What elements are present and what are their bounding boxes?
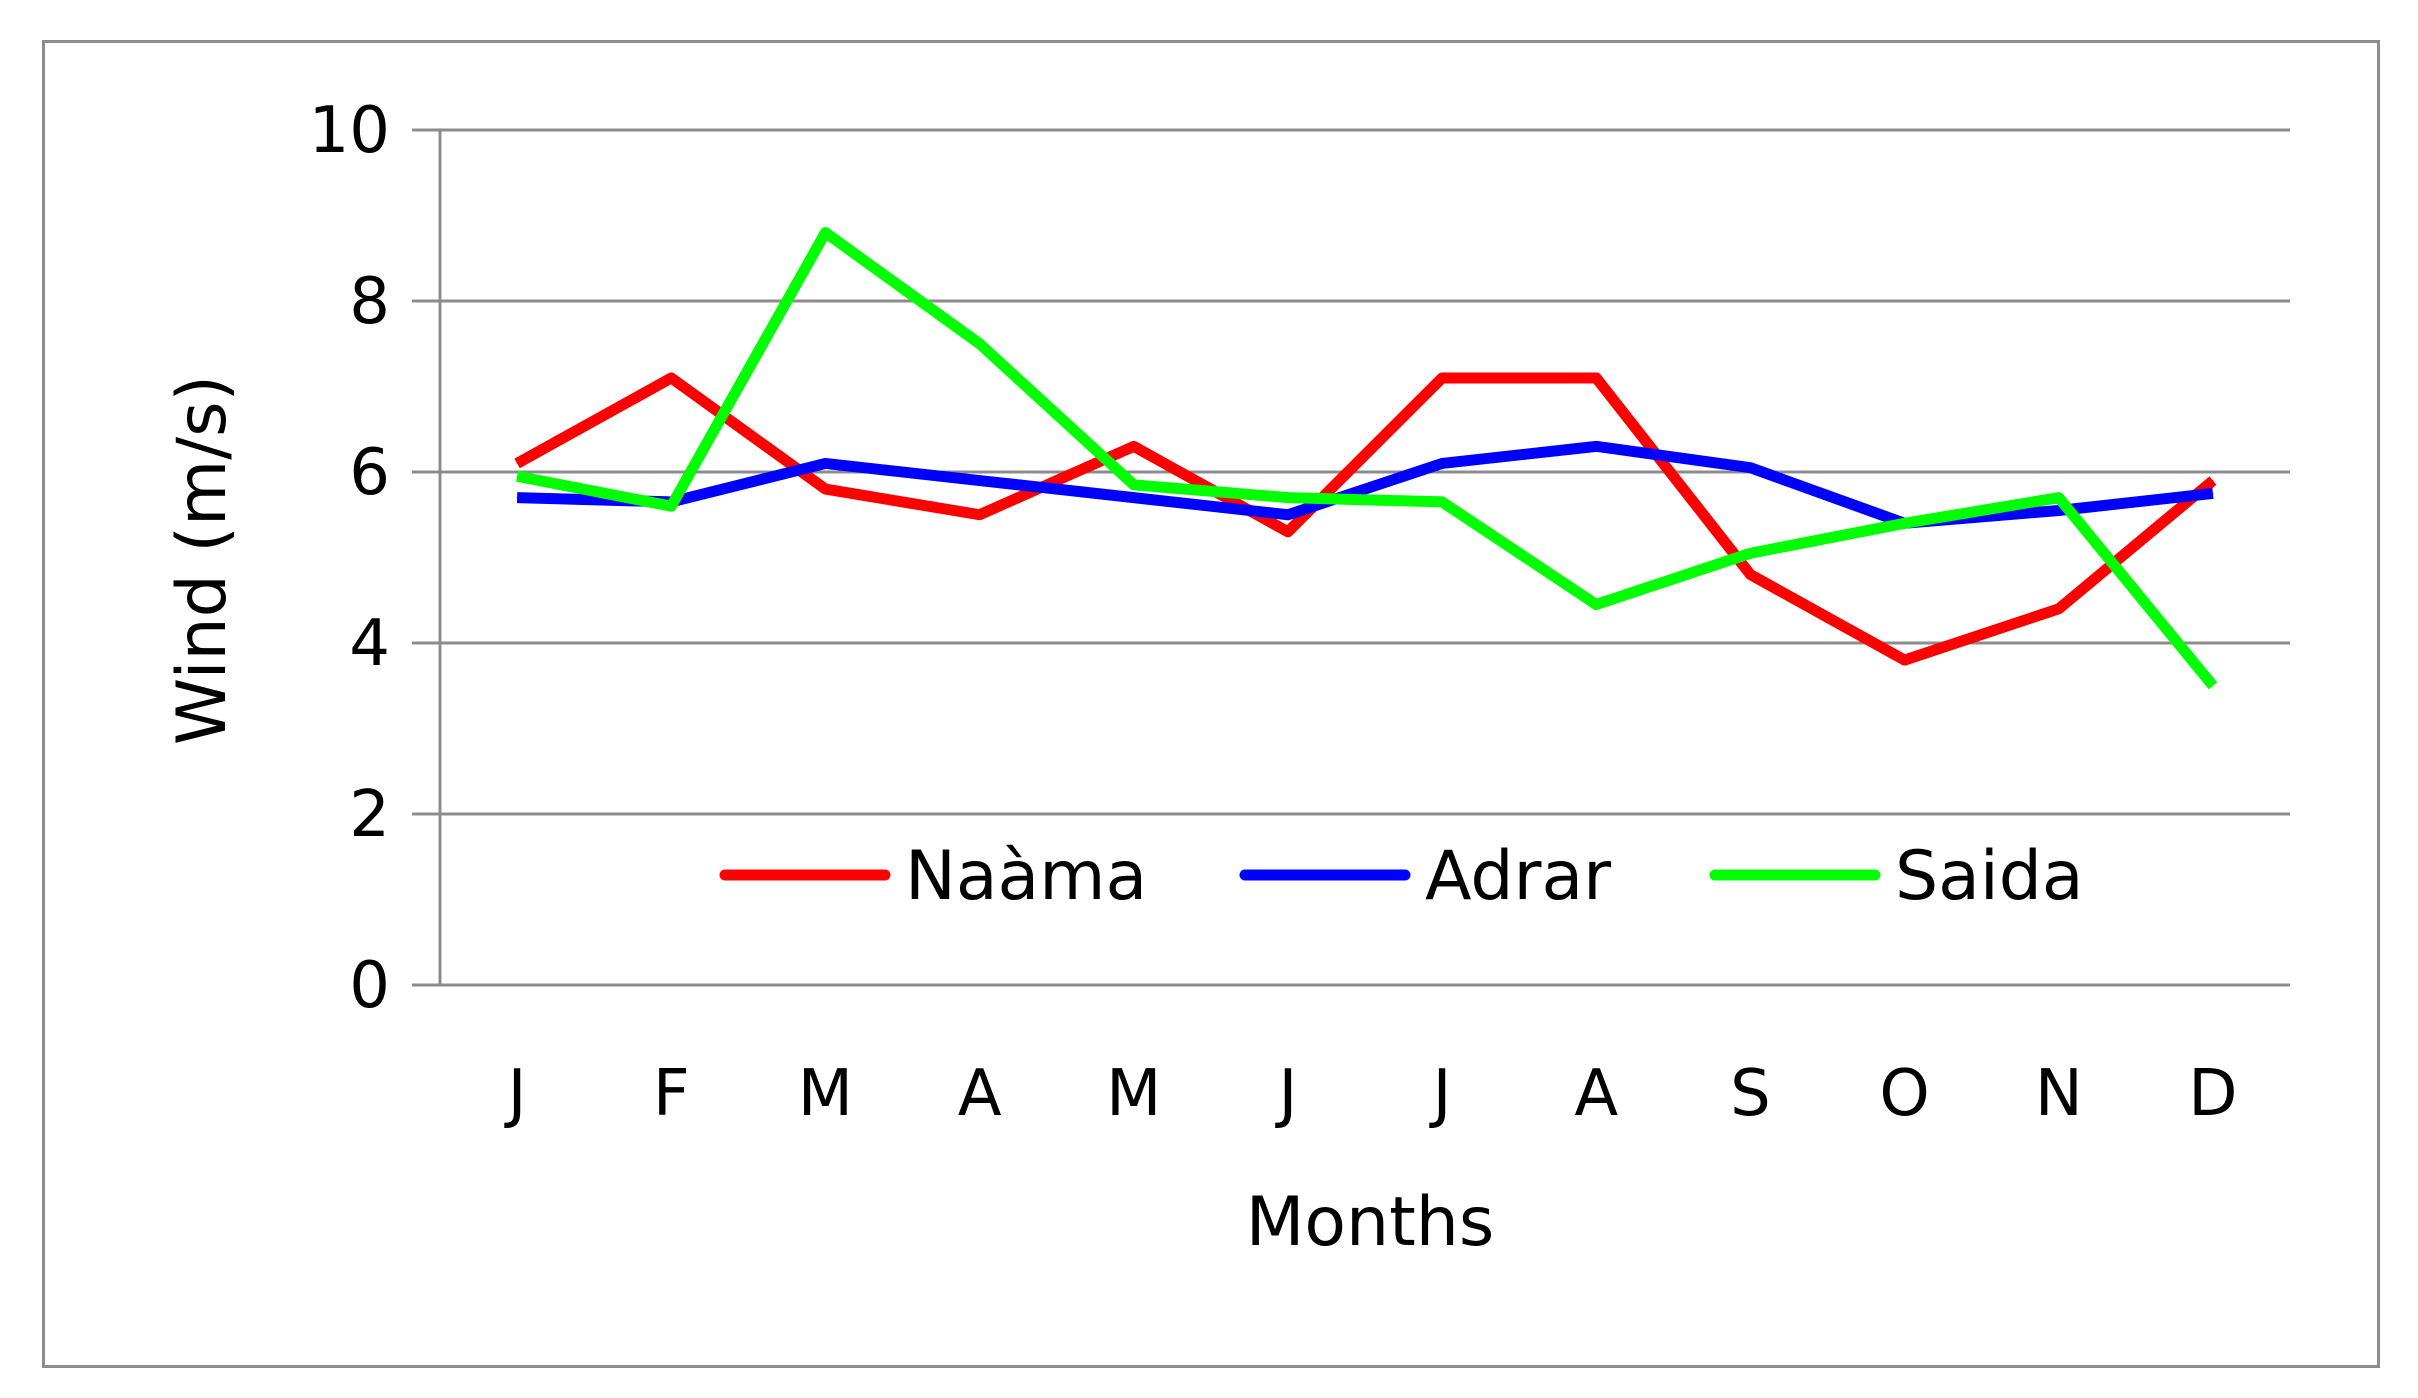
y-tick-label: 4 <box>349 607 390 681</box>
data-point-na-ma <box>1595 377 1597 379</box>
x-tick-label: F <box>653 1057 690 1131</box>
data-point-saida <box>2058 497 2060 499</box>
series-lines <box>514 227 2218 690</box>
data-point-na-ma <box>979 514 981 516</box>
chart-frame <box>42 40 2380 1368</box>
data-point-saida <box>1595 604 1597 606</box>
x-tick-label: J <box>1274 1057 1297 1131</box>
data-point-na-ma <box>2058 608 2060 610</box>
data-point-na-ma <box>1904 659 1906 661</box>
y-tick-label: 10 <box>309 94 390 168</box>
x-tick-label: M <box>798 1057 853 1131</box>
x-axis-title: Months <box>1246 1183 1495 1262</box>
y-tick-label: 6 <box>349 436 390 510</box>
data-point-saida <box>2212 685 2214 687</box>
data-point-saida <box>1749 552 1751 554</box>
x-tick-label: J <box>504 1057 527 1131</box>
data-point-na-ma <box>670 377 672 379</box>
data-point-saida <box>670 505 672 507</box>
x-tick-label: D <box>2188 1057 2237 1131</box>
data-point-saida <box>979 343 981 345</box>
data-point-saida <box>1287 497 1289 499</box>
x-tick-label: J <box>1429 1057 1452 1131</box>
x-tick-label: O <box>1879 1057 1929 1131</box>
x-tick-label: A <box>958 1057 1002 1131</box>
legend-label-saida: Saida <box>1895 837 2084 916</box>
x-tick-label: M <box>1106 1057 1161 1131</box>
x-tick-label: A <box>1574 1057 1618 1131</box>
data-point-saida <box>1441 501 1443 503</box>
data-point-adrar <box>824 462 826 464</box>
data-point-adrar <box>1595 445 1597 447</box>
legend: Naàma Adrar Saida <box>719 837 2084 916</box>
x-tick-label: S <box>1730 1057 1771 1131</box>
data-point-na-ma <box>1749 574 1751 576</box>
data-point-saida <box>1904 522 1906 524</box>
data-point-na-ma <box>2212 480 2214 482</box>
y-tick-label: 2 <box>349 778 390 852</box>
data-point-saida <box>1133 484 1135 486</box>
data-point-na-ma <box>1133 445 1135 447</box>
data-point-adrar <box>2058 509 2060 511</box>
data-point-adrar <box>1287 514 1289 516</box>
data-point-adrar <box>2212 492 2214 494</box>
data-point-na-ma <box>1287 531 1289 533</box>
grid-lines <box>412 128 2290 987</box>
data-point-adrar <box>1133 497 1135 499</box>
legend-label-na-ma: Naàma <box>905 837 1147 916</box>
data-point-adrar <box>1441 462 1443 464</box>
data-point-saida <box>824 232 826 234</box>
y-tick-label: 8 <box>349 265 390 339</box>
legend-label-adrar: Adrar <box>1425 837 1611 916</box>
y-tick-label: 0 <box>349 949 390 1023</box>
data-point-na-ma <box>824 488 826 490</box>
data-point-adrar <box>516 497 518 499</box>
y-tick-labels: 0 2 4 6 8 10 <box>309 94 390 1023</box>
data-point-na-ma <box>1441 377 1443 379</box>
data-point-saida <box>516 475 518 477</box>
data-point-adrar <box>1749 467 1751 469</box>
series-line-saida <box>516 227 2218 690</box>
x-tick-label: N <box>2035 1057 2083 1131</box>
data-point-na-ma <box>516 462 518 464</box>
data-point-adrar <box>979 480 981 482</box>
y-axis-title: Wind (m/s) <box>163 375 242 745</box>
